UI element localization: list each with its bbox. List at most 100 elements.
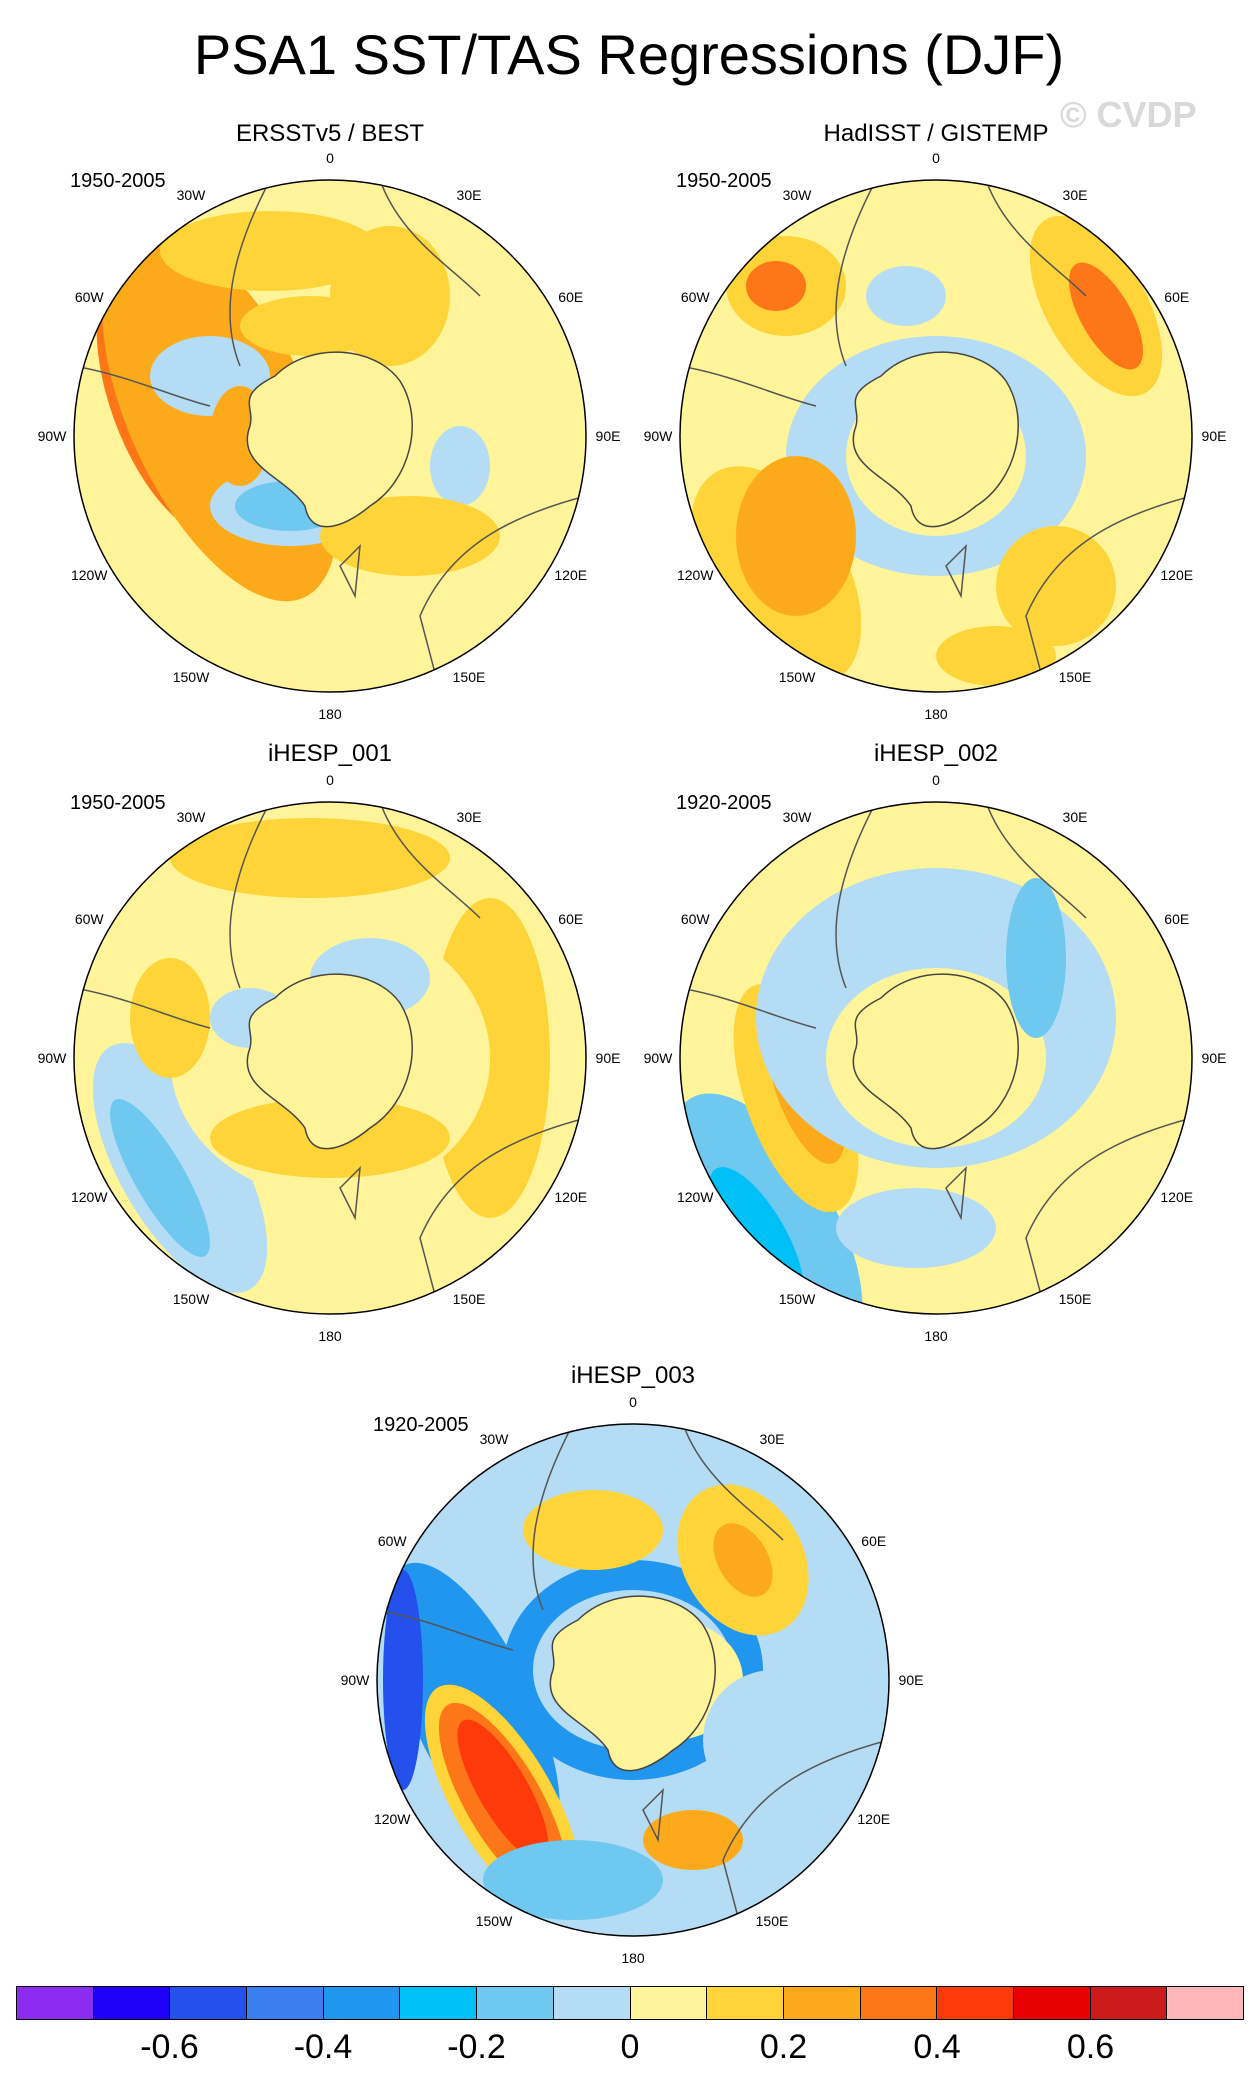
anomaly-region (523, 1490, 663, 1570)
map-border (679, 179, 1193, 693)
coastline (945, 1165, 967, 1221)
longitude-label: 30E (1062, 187, 1088, 204)
panel-period: 1920-2005 (676, 792, 772, 814)
longitude-label: 60E (558, 289, 584, 305)
coastline (722, 1739, 889, 1936)
coastline (379, 180, 481, 297)
longitude-label: 150W (172, 1290, 210, 1307)
longitude-label: 150E (755, 1912, 789, 1929)
anomaly-region (383, 1570, 423, 1790)
longitude-label: 30W (782, 187, 812, 204)
longitude-label: 120E (1160, 567, 1194, 583)
antarctica-outline (246, 973, 413, 1150)
anomaly-region (110, 1099, 210, 1257)
longitude-label: 150W (172, 668, 210, 685)
longitude-label: 60E (1164, 289, 1190, 305)
longitude-label: 120W (70, 1189, 108, 1205)
anomaly-region (1006, 878, 1066, 1038)
longitude-label: 30E (456, 809, 482, 826)
longitude-label: 90E (1201, 1050, 1227, 1066)
colorbar-segment (170, 1987, 248, 2019)
polar-map (376, 1423, 890, 1937)
coastline (642, 1787, 664, 1843)
coastline (339, 1165, 361, 1221)
colorbar-segment (477, 1987, 554, 2019)
colorbar-segment (630, 1987, 708, 2019)
longitude-label: 150E (1058, 668, 1092, 685)
longitude-label: 150W (778, 1290, 816, 1307)
polar-map (73, 179, 587, 693)
anomaly-region (936, 626, 1056, 686)
longitude-label: 90E (898, 1672, 924, 1688)
anomaly-region (457, 1719, 549, 1861)
longitude-label: 180 (621, 1950, 645, 1966)
map-border (73, 179, 587, 693)
longitude-label: 60W (74, 911, 104, 927)
anomaly-region (170, 818, 450, 898)
panel-title: iHESP_001 (267, 740, 393, 767)
colorbar-segment (1167, 1987, 1243, 2019)
longitude-label: 60E (558, 911, 584, 927)
anomaly-region (1069, 262, 1143, 370)
polar-map (73, 801, 587, 1315)
colorbar-tick-label: 0.6 (1066, 2028, 1115, 2066)
coastline (419, 495, 586, 692)
longitude-label: 150W (778, 668, 816, 685)
anomaly-region (240, 296, 380, 356)
map-border (679, 801, 1193, 1315)
polar-map (679, 801, 1193, 1315)
longitude-label: 0 (326, 772, 334, 788)
panel-title: iHESP_003 (570, 1362, 696, 1389)
coastline (419, 1117, 586, 1314)
colorbar-segment (1013, 1987, 1091, 2019)
colorbar-tick-label: -0.4 (293, 2028, 353, 2066)
anomaly-region (160, 211, 380, 291)
colorbar-segment (93, 1987, 171, 2019)
coastline (1025, 495, 1192, 692)
longitude-label: 120E (554, 567, 588, 583)
longitude-label: 30W (176, 187, 206, 204)
longitude-label: 90W (643, 1050, 673, 1066)
coastline (339, 543, 361, 599)
anomaly-region (643, 1810, 743, 1870)
longitude-label: 90E (1201, 428, 1227, 444)
longitude-label: 90E (595, 428, 621, 444)
panel-period: 1920-2005 (373, 1414, 469, 1436)
colorbar-tick-label: 0.2 (759, 2028, 808, 2066)
longitude-label: 150E (452, 668, 486, 685)
longitude-label: 120W (373, 1811, 411, 1827)
coastline (680, 365, 817, 407)
antarctica-outline (852, 973, 1019, 1150)
coastline (74, 987, 211, 1029)
longitude-label: 180 (318, 1328, 342, 1344)
longitude-label: 30E (1062, 809, 1088, 826)
longitude-label: 90E (595, 1050, 621, 1066)
coastline (835, 802, 877, 989)
colorbar-tick-label: -0.2 (447, 2028, 506, 2066)
longitude-label: 180 (318, 706, 342, 722)
anomaly-region (736, 456, 856, 616)
coastline (985, 802, 1087, 919)
anomaly-region (836, 1188, 996, 1268)
longitude-label: 120E (554, 1189, 588, 1205)
longitude-label: 30W (782, 809, 812, 826)
colorbar-segment (707, 1987, 784, 2019)
anomaly-region (430, 426, 490, 506)
longitude-label: 60W (74, 289, 104, 305)
longitude-label: 60E (861, 1533, 887, 1549)
longitude-label: 90W (643, 428, 673, 444)
antarctica-outline (852, 351, 1019, 528)
longitude-label: 180 (924, 706, 948, 722)
coastline (379, 802, 481, 919)
colorbar-tick-label: -0.6 (140, 2028, 199, 2066)
coastline (532, 1424, 574, 1611)
anomaly-region (130, 958, 210, 1078)
longitude-label: 120E (1160, 1189, 1194, 1205)
longitude-label: 90W (37, 1050, 67, 1066)
longitude-label: 30E (456, 187, 482, 204)
anomaly-region (746, 261, 806, 311)
longitude-label: 30W (176, 809, 206, 826)
longitude-label: 120W (676, 1189, 714, 1205)
coastline (835, 180, 877, 367)
longitude-label: 90W (340, 1672, 370, 1688)
